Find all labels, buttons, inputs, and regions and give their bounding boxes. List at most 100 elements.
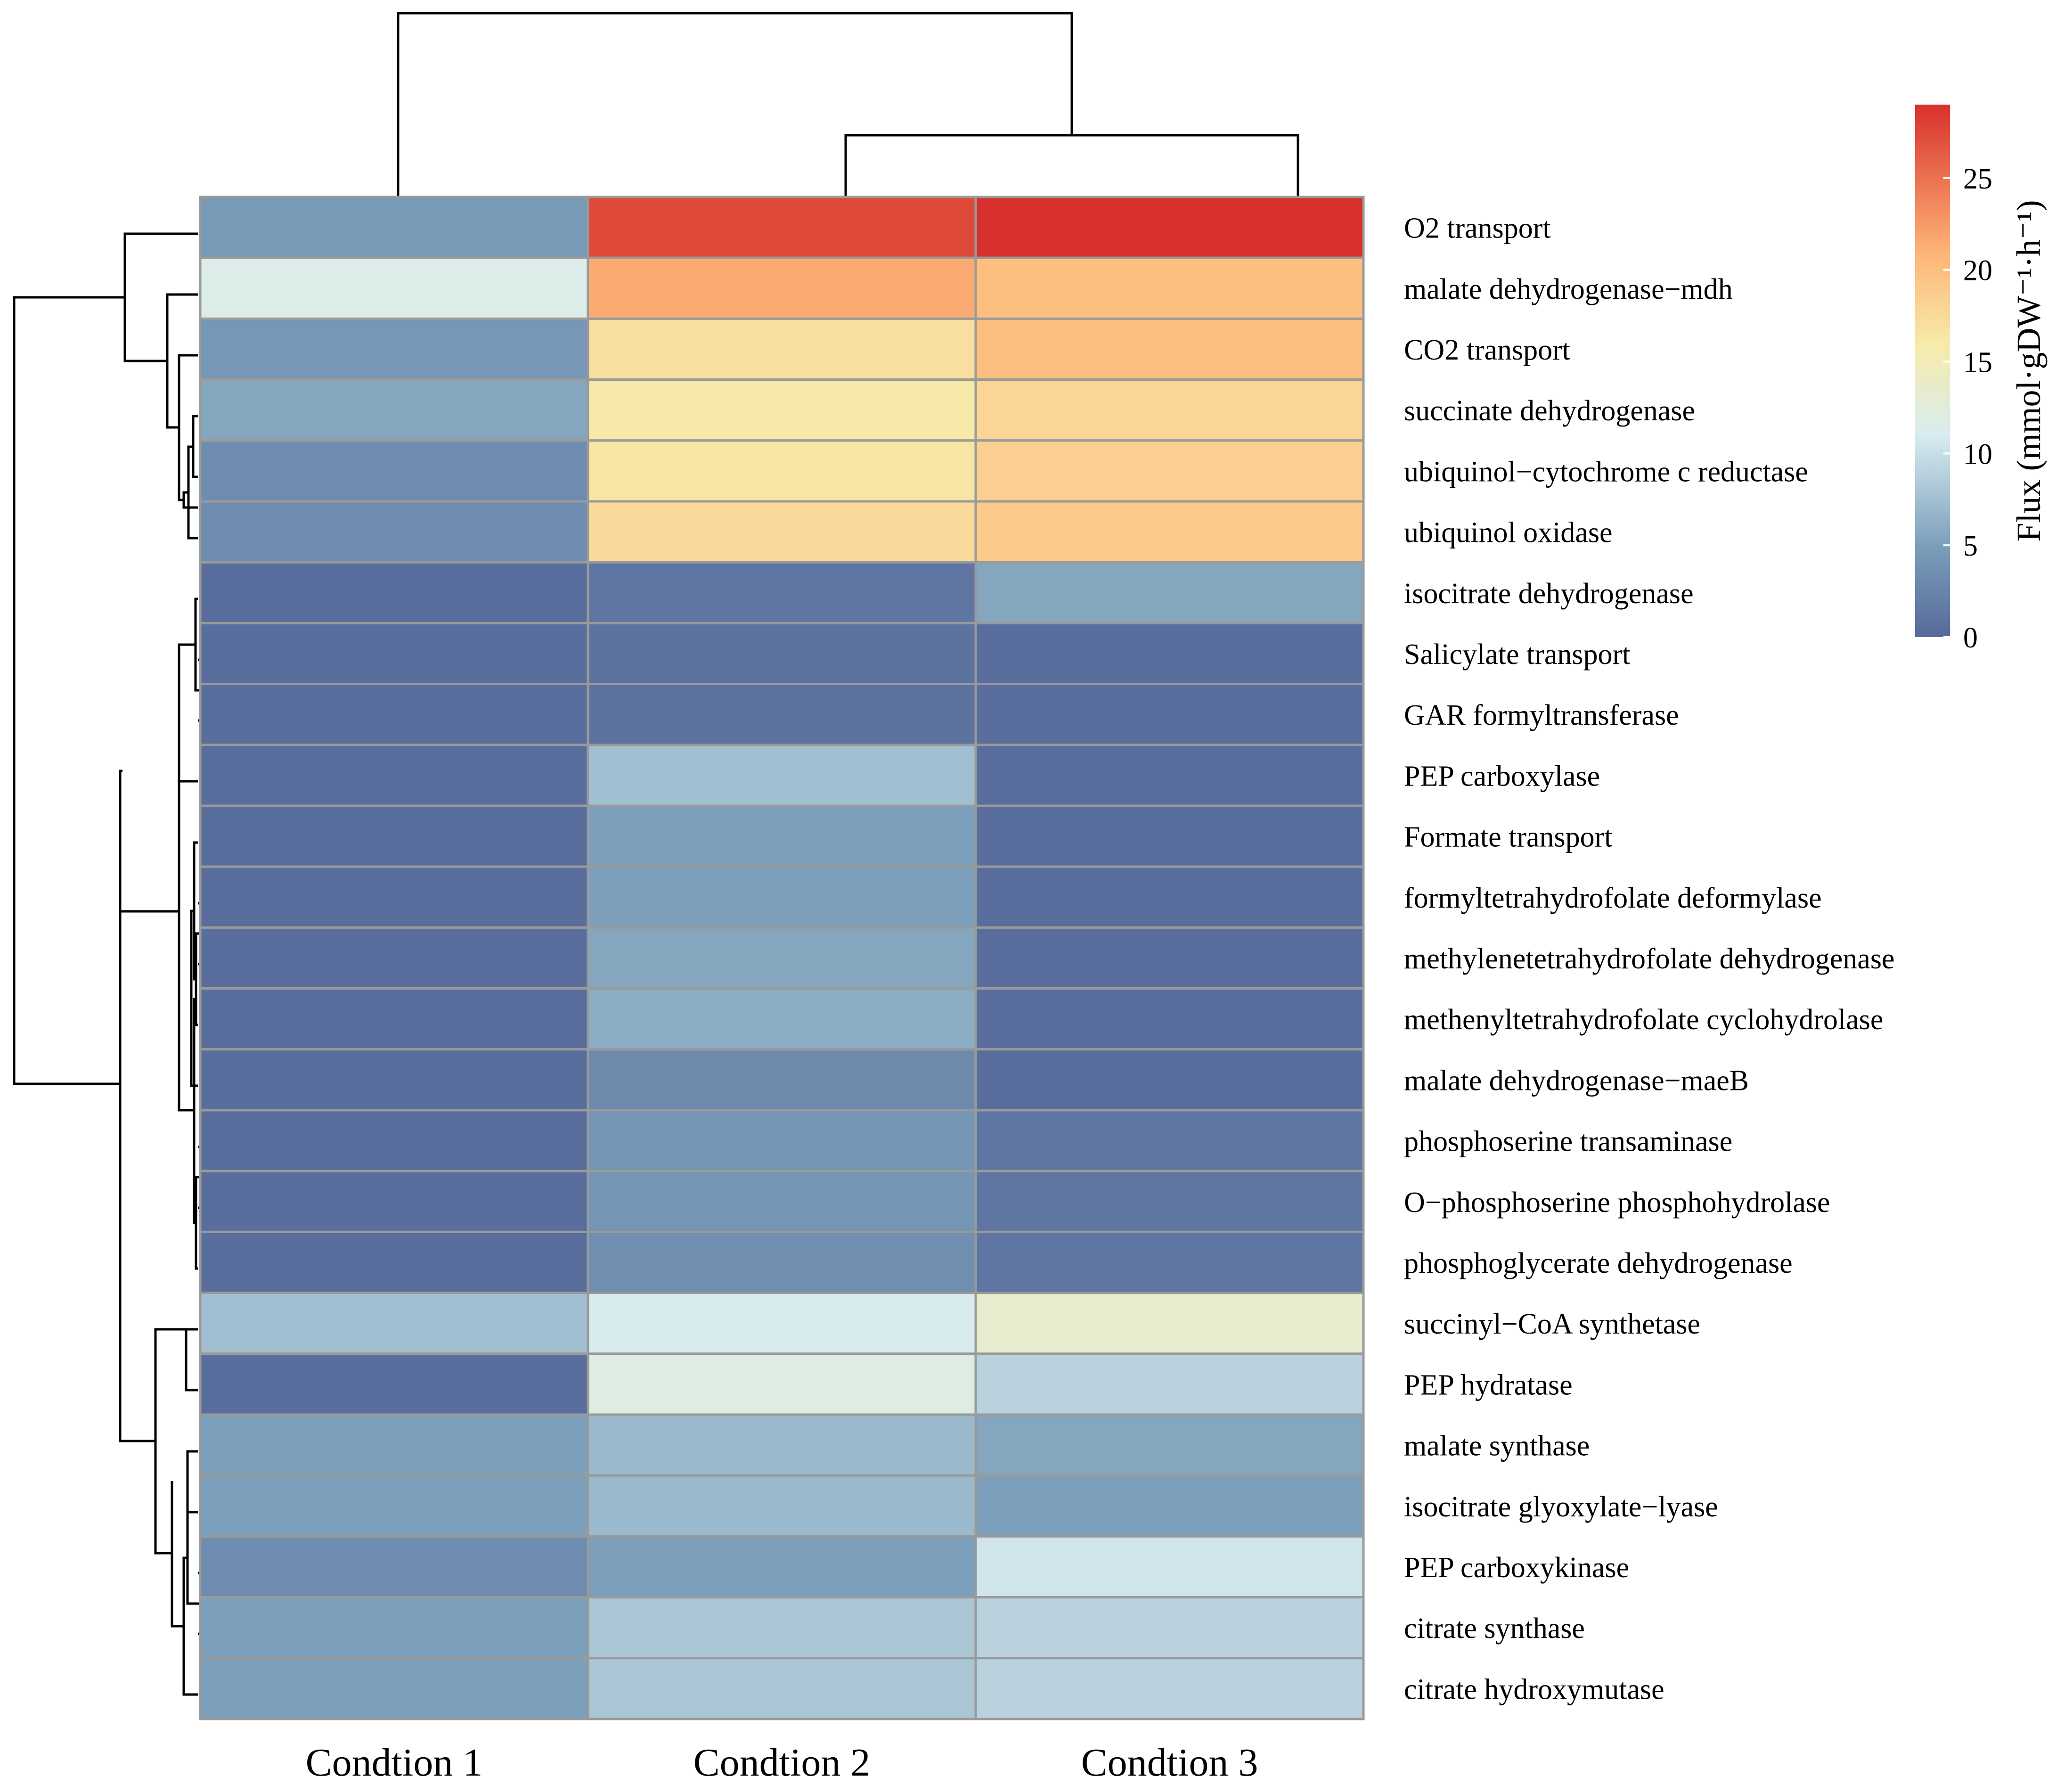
heatmap-cell — [974, 256, 1365, 320]
row-label: PEP hydratase — [1404, 1369, 1573, 1401]
heatmap-cell — [587, 1109, 977, 1172]
heatmap-cell — [587, 1292, 977, 1355]
row-dend-f — [123, 232, 198, 362]
row-dend-p — [193, 998, 197, 1224]
heatmap-cell — [974, 439, 1365, 503]
heatmap-cell — [974, 1109, 1365, 1172]
row-label: ubiquinol−cytochrome c reductase — [1404, 456, 1808, 488]
heatmap-cell — [587, 317, 977, 381]
heatmap-cell — [199, 804, 589, 868]
heatmap-cell — [974, 865, 1365, 929]
row-dend-r — [119, 770, 179, 913]
heatmap-cell — [587, 987, 977, 1051]
row-label: formyltetrahydrofolate deformylase — [1404, 882, 1822, 914]
column-dendrogram — [397, 12, 1299, 197]
row-label: citrate synthase — [1404, 1613, 1585, 1645]
heatmap-cell — [199, 926, 589, 990]
column-labels: Condtion 1 Condtion 2 Condtion 3 — [306, 1741, 1258, 1785]
heatmap-cell — [587, 804, 977, 868]
heatmap-cell — [199, 1048, 589, 1112]
row-label: PEP carboxykinase — [1404, 1552, 1629, 1584]
heatmap-cell — [199, 256, 589, 320]
heatmap-cell — [199, 1413, 589, 1477]
heatmap-cell — [974, 1657, 1365, 1720]
row-label: malate dehydrogenase−maeB — [1404, 1064, 1749, 1097]
colorbar-title: Flux (mmol·gDW⁻¹·h⁻¹) — [2010, 200, 2048, 541]
heatmap-cell — [199, 500, 589, 564]
heatmap-cell — [199, 1170, 589, 1233]
col-dend-merge-c2-c3 — [844, 134, 1299, 197]
row-dend-x — [154, 1328, 198, 1555]
row-dend-w — [171, 1481, 184, 1628]
heatmap-cell — [974, 561, 1365, 624]
heatmap-cell — [974, 1413, 1365, 1477]
heatmap-cell — [974, 378, 1365, 442]
heatmap-cell — [974, 1352, 1365, 1416]
row-dend-q — [178, 713, 193, 1112]
heatmap-cell — [587, 1048, 977, 1112]
heatmap-cell — [587, 1352, 977, 1416]
heatmap-cell — [974, 622, 1365, 686]
row-dend-e — [166, 293, 198, 429]
row-dend-v — [182, 1556, 198, 1696]
heatmap-cell — [199, 1596, 589, 1660]
heatmap-cell — [587, 378, 977, 442]
heatmap-cell — [587, 1535, 977, 1599]
heatmap-cell — [974, 317, 1365, 381]
heatmap-cell — [587, 196, 977, 259]
row-label: succinyl−CoA synthetase — [1404, 1308, 1700, 1340]
colorbar-ticks: 0 5 10 15 20 25 — [1943, 163, 1992, 654]
row-label: Formate transport — [1404, 821, 1613, 853]
row-label: methenyltetrahydrofolate cyclohydrolase — [1404, 1004, 1883, 1036]
heatmap-cell — [974, 1535, 1365, 1599]
heatmap-cell — [199, 1230, 589, 1294]
row-labels: O2 transport malate dehydrogenase−mdh CO2 … — [1404, 213, 1895, 1706]
heatmap-cell — [199, 378, 589, 442]
heatmap-cell — [974, 1596, 1365, 1660]
row-label: malate synthase — [1404, 1430, 1590, 1462]
colorbar: 0 5 10 15 20 25 Flux (mmol·gDW⁻¹·h⁻¹) — [1915, 105, 2048, 654]
heatmap-cell — [199, 1474, 589, 1538]
row-label: isocitrate dehydrogenase — [1404, 578, 1694, 610]
heatmap-cell — [199, 622, 589, 686]
heatmap-cell — [199, 1109, 589, 1172]
heatmap-cells — [199, 196, 1365, 1720]
heatmap-cell — [587, 926, 977, 990]
row-label: PEP carboxylase — [1404, 760, 1600, 792]
colorbar-tick-label: 5 — [1963, 530, 1978, 562]
row-label: isocitrate glyoxylate−lyase — [1404, 1491, 1718, 1523]
heatmap-cell — [587, 1230, 977, 1294]
row-dend-u — [186, 1450, 198, 1512]
row-label: succinate dehydrogenase — [1404, 395, 1695, 427]
row-label: O2 transport — [1404, 213, 1551, 245]
row-dend-z — [119, 911, 155, 1442]
row-label: malate dehydrogenase−mdh — [1404, 273, 1733, 305]
heatmap-cell — [974, 987, 1365, 1051]
colorbar-tick-label: 15 — [1963, 347, 1992, 379]
heatmap-cell — [587, 622, 977, 686]
heatmap-cell — [974, 1292, 1365, 1355]
row-label: Salicylate transport — [1404, 639, 1630, 671]
row-label: phosphoserine transaminase — [1404, 1126, 1732, 1158]
heatmap-cell — [974, 1230, 1365, 1294]
heatmap-cell — [199, 1352, 589, 1416]
heatmap-cell — [974, 500, 1365, 564]
colorbar-gradient — [1915, 105, 1950, 637]
heatmap-cell — [974, 744, 1365, 807]
heatmap-cell — [587, 1170, 977, 1233]
heatmap-cell — [199, 439, 589, 503]
row-dend-root — [13, 296, 125, 1085]
heatmap-cell — [974, 196, 1365, 259]
heatmap-cell — [199, 1292, 589, 1355]
row-dend-a — [192, 415, 198, 478]
colorbar-tick-label: 20 — [1963, 255, 1992, 287]
heatmap-cell — [974, 683, 1365, 746]
colorbar-tick-label: 0 — [1963, 622, 1978, 654]
heatmap-cell — [974, 1048, 1365, 1112]
row-dendrogram — [13, 232, 209, 1696]
heatmap-cell — [199, 317, 589, 381]
row-label: citrate hydroxymutase — [1404, 1673, 1664, 1705]
row-label: O−phosphoserine phosphohydrolase — [1404, 1187, 1830, 1219]
heatmap-cell — [587, 1657, 977, 1720]
